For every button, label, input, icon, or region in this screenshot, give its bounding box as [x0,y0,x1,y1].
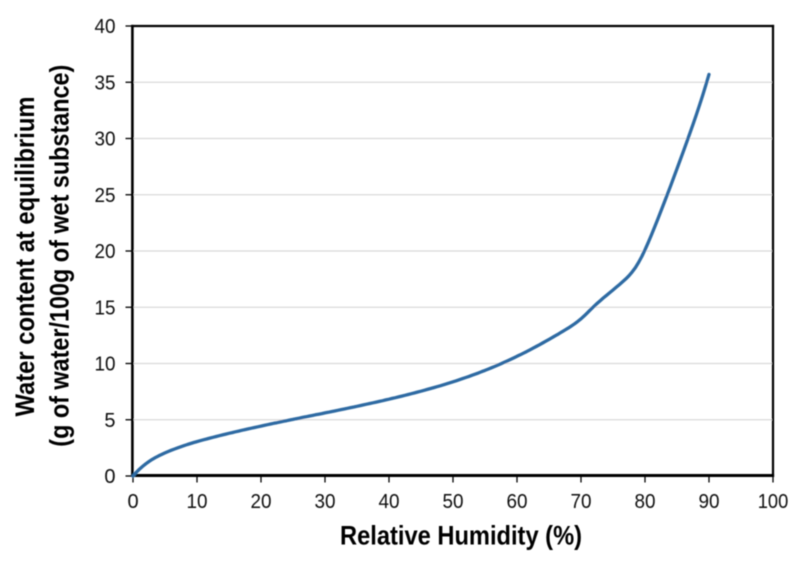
svg-text:80: 80 [635,491,656,513]
svg-text:20: 20 [251,491,272,513]
svg-text:50: 50 [443,491,464,513]
svg-text:30: 30 [95,129,116,151]
svg-text:Water content at equilibrium: Water content at equilibrium [10,97,40,417]
svg-text:0: 0 [127,491,138,513]
svg-text:5: 5 [104,410,115,432]
svg-text:60: 60 [507,491,528,513]
svg-text:40: 40 [379,491,400,513]
svg-text:15: 15 [95,297,116,319]
svg-text:100: 100 [758,491,789,513]
svg-text:(g of water/100g of wet substa: (g of water/100g of wet substance) [44,65,74,447]
svg-text:25: 25 [95,185,116,207]
svg-text:10: 10 [187,491,208,513]
svg-text:30: 30 [315,491,336,513]
svg-text:40: 40 [95,16,116,38]
svg-text:35: 35 [95,72,116,94]
svg-text:0: 0 [104,466,115,488]
svg-text:20: 20 [95,241,116,263]
svg-text:70: 70 [571,491,592,513]
svg-text:90: 90 [699,491,720,513]
svg-text:10: 10 [95,354,116,376]
svg-text:Relative Humidity (%): Relative Humidity (%) [340,521,582,551]
